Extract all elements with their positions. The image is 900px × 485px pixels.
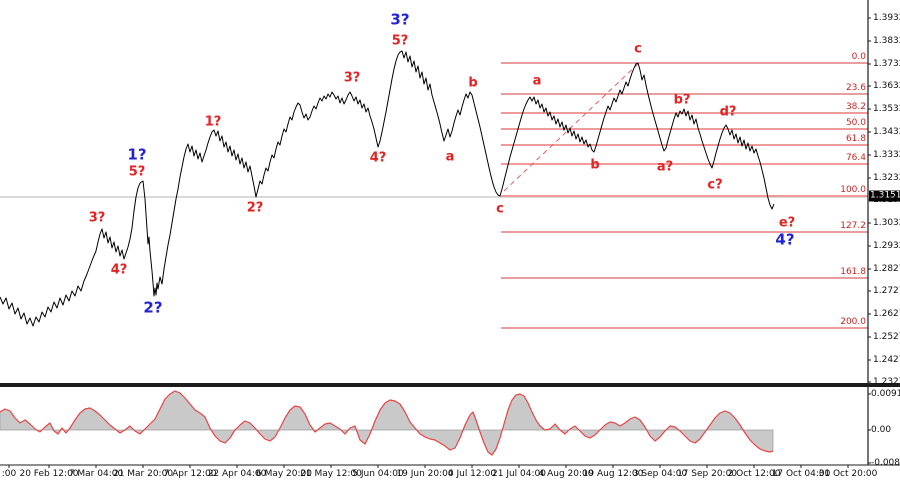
panel-separator: [0, 383, 900, 387]
oscillator-histogram: [0, 390, 774, 456]
price-line: [0, 50, 775, 327]
wave-trendline: [503, 61, 641, 192]
oscillator-signal-line: [0, 390, 774, 456]
